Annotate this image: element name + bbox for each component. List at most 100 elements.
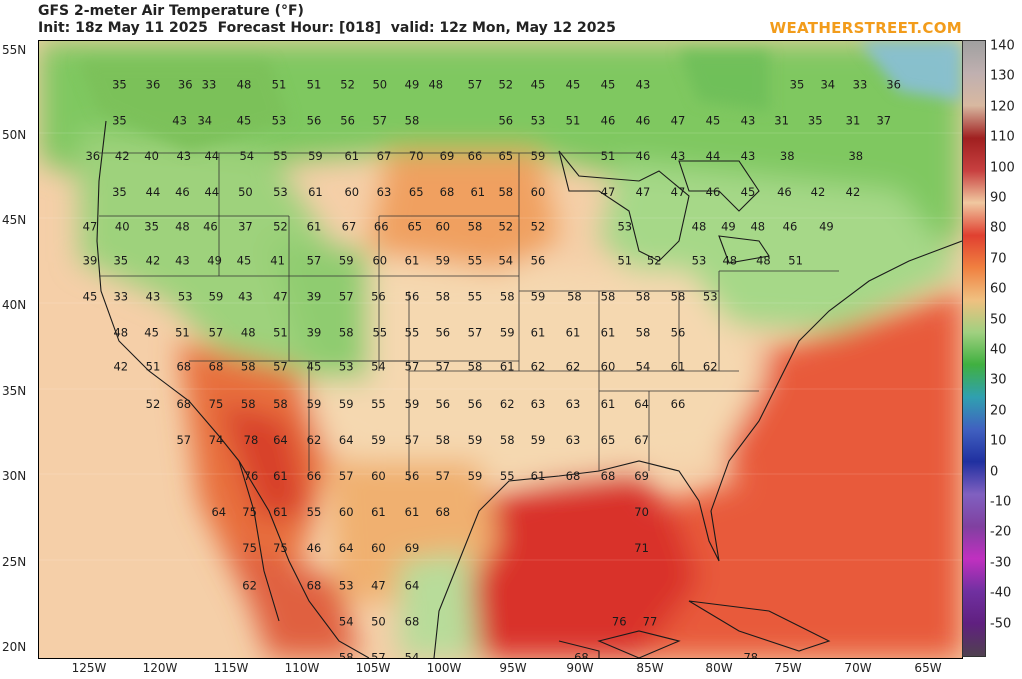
temperature-value: 46 (777, 185, 792, 199)
temperature-value: 57 (468, 77, 483, 91)
temperature-value: 48 (756, 254, 771, 268)
lon-label-85w: 85W (636, 661, 664, 675)
temperature-value: 49 (819, 219, 834, 233)
temperature-map: 35 36 36 33 48 51 51 52 50 49 48 57 52 45 45 45 43 35 34 33… (38, 40, 963, 659)
temperature-value: 52 (340, 77, 355, 91)
temperature-value: 61 (470, 185, 485, 199)
temperature-value: 42 (113, 360, 128, 374)
temperature-value: 57 (176, 433, 191, 447)
temperature-value: 55 (500, 469, 515, 483)
temperature-value: 68 (176, 360, 191, 374)
temperature-value: 51 (617, 254, 632, 268)
temperature-value: 68 (440, 185, 455, 199)
temperature-value: 52 (146, 397, 161, 411)
temperature-value: 43 (176, 149, 191, 163)
temperature-value: 58 (636, 325, 651, 339)
temperature-value: 52 (498, 219, 513, 233)
temperature-value: 46 (706, 185, 721, 199)
colorbar-tick-label: 60 (990, 281, 1007, 297)
temperature-value: 61 (601, 397, 616, 411)
temperature-value: 45 (741, 185, 756, 199)
temperature-value: 59 (209, 290, 224, 304)
temperature-value: 46 (636, 149, 651, 163)
temperature-value: 54 (339, 614, 354, 628)
temperature-value: 38 (848, 149, 863, 163)
temperature-value: 55 (371, 397, 386, 411)
temperature-value: 57 (435, 360, 450, 374)
temperature-value: 49 (721, 219, 736, 233)
temperature-value: 64 (339, 433, 354, 447)
temperature-value: 66 (374, 219, 389, 233)
temperature-value: 48 (428, 77, 443, 91)
temperature-colorbar (962, 40, 986, 657)
temperature-value: 53 (531, 113, 546, 127)
colorbar-tick-label: -30 (990, 555, 1012, 571)
temperature-value: 42 (846, 185, 861, 199)
temperature-value: 63 (566, 433, 581, 447)
temperature-value: 63 (531, 397, 546, 411)
temperature-value: 46 (307, 541, 322, 555)
temperature-value: 52 (647, 254, 662, 268)
temperature-value: 58 (241, 360, 256, 374)
temperature-value: 75 (273, 541, 288, 555)
lon-label-120w: 120W (142, 661, 178, 675)
temperature-value: 48 (722, 254, 737, 268)
temperature-value: 53 (692, 254, 707, 268)
colorbar-tick-label: 120 (990, 99, 1015, 115)
temperature-value: 46 (636, 113, 651, 127)
temperature-value: 52 (273, 219, 288, 233)
lat-label-35n: 35N (2, 384, 27, 398)
temperature-value: 48 (113, 325, 128, 339)
temperature-value: 43 (146, 290, 161, 304)
temperature-value: 40 (115, 219, 130, 233)
lat-label-45n: 45N (2, 213, 27, 227)
lat-label-55n: 55N (2, 43, 27, 57)
temperature-value: 52 (531, 219, 546, 233)
temperature-value: 53 (617, 219, 632, 233)
temperature-value: 65 (498, 149, 513, 163)
temperature-value: 45 (83, 290, 98, 304)
colorbar-tick-label: 80 (990, 220, 1007, 236)
temperature-value: 67 (634, 433, 649, 447)
temperature-value: 64 (339, 541, 354, 555)
temperature-value: 58 (567, 290, 582, 304)
colorbar-tick-label: -20 (990, 524, 1012, 540)
temperature-value: 50 (372, 77, 387, 91)
temperature-value: 53 (178, 290, 193, 304)
brand-link[interactable]: WEATHERSTREET.COM (769, 19, 962, 37)
temperature-value: 59 (500, 325, 515, 339)
temperature-value: 54 (498, 254, 513, 268)
temperature-value: 65 (407, 219, 422, 233)
temperature-value: 57 (372, 113, 387, 127)
temperature-value: 46 (175, 185, 190, 199)
temperature-value: 61 (273, 469, 288, 483)
temperature-value: 43 (636, 77, 651, 91)
temperature-value: 47 (273, 290, 288, 304)
lon-label-125w: 125W (71, 661, 107, 675)
temperature-value: 58 (339, 650, 354, 658)
lon-label-100w: 100W (426, 661, 462, 675)
lon-label-95w: 95W (499, 661, 527, 675)
temperature-value: 58 (636, 290, 651, 304)
temperature-value: 74 (209, 433, 224, 447)
temperature-value: 36 (886, 77, 901, 91)
temperature-value: 56 (531, 254, 546, 268)
temperature-value: 33 (113, 290, 128, 304)
temperature-value: 58 (339, 325, 354, 339)
temperature-value: 75 (242, 541, 257, 555)
map-canvas: 35 36 36 33 48 51 51 52 50 49 48 57 52 45 45 45 43 35 34 33… (39, 41, 962, 658)
lon-label-115w: 115W (213, 661, 249, 675)
temperature-value: 58 (435, 290, 450, 304)
temperature-value: 33 (853, 77, 868, 91)
temperature-value: 48 (750, 219, 765, 233)
temperature-value: 51 (272, 77, 287, 91)
temperature-value: 55 (405, 325, 420, 339)
temperature-value: 57 (405, 433, 420, 447)
temperature-value: 57 (339, 290, 354, 304)
temperature-value: 66 (307, 469, 322, 483)
temperature-value: 58 (468, 219, 483, 233)
temperature-value: 68 (566, 469, 581, 483)
temperature-value: 52 (498, 77, 513, 91)
temperature-value: 48 (692, 219, 707, 233)
lat-label-40n: 40N (2, 298, 27, 312)
